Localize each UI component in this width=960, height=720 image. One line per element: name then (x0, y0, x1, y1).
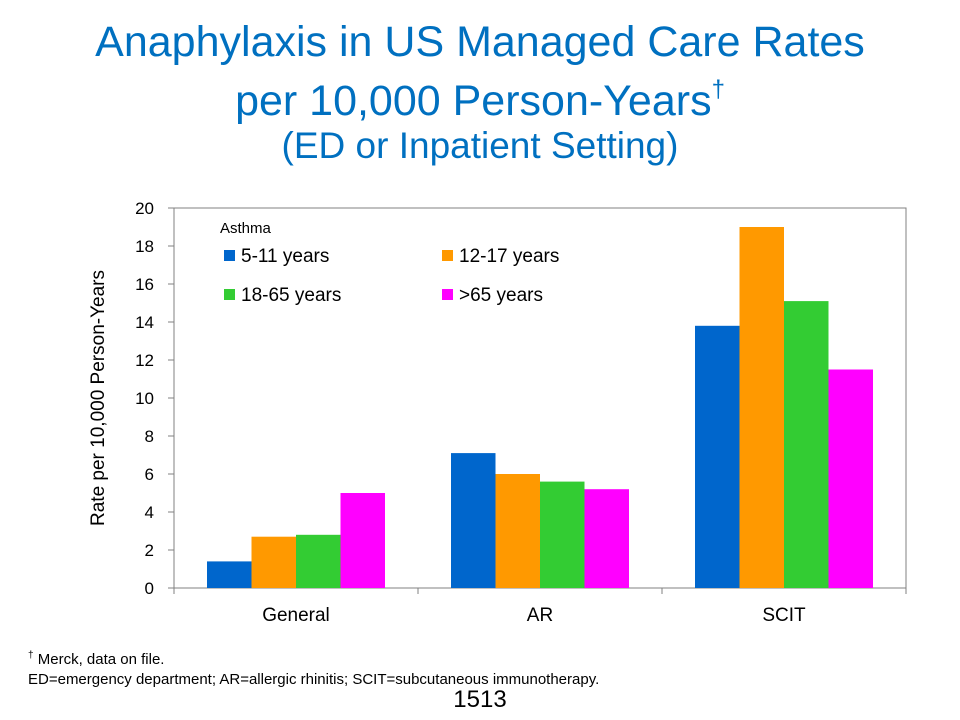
bar-ar-series-1 (451, 453, 496, 588)
y-tick-label: 16 (135, 275, 154, 294)
x-tick-label: AR (527, 605, 553, 626)
legend-label-2: 12-17 years (459, 246, 559, 267)
bar-general-series-3 (296, 534, 341, 588)
footnote-dagger: † (28, 650, 34, 661)
legend-title: Asthma (220, 220, 272, 237)
title-line-2-text: per 10,000 Person-Years (235, 77, 712, 125)
x-tick-label: SCIT (762, 605, 806, 626)
footnotes: † Merck, data on file. ED=emergency depa… (28, 646, 599, 690)
y-tick-label: 0 (145, 579, 154, 598)
y-tick-label: 8 (145, 427, 154, 446)
bar-general-series-2 (251, 536, 296, 588)
legend-label-1: 5-11 years (241, 246, 329, 267)
footnote-abbreviations: ED=emergency department; AR=allergic rhi… (28, 671, 600, 688)
legend-label-4: >65 years (459, 285, 543, 306)
y-tick-label: 20 (135, 199, 154, 218)
title-line-1: Anaphylaxis in US Managed Care Rates (95, 18, 865, 66)
legend-swatch-4 (442, 289, 453, 300)
bar-scit-series-2 (739, 227, 784, 588)
y-tick-label: 12 (135, 351, 154, 370)
y-tick-label: 4 (145, 503, 154, 522)
legend-label-3: 18-65 years (241, 285, 341, 306)
slide-title: Anaphylaxis in US Managed Care Rates per… (0, 18, 960, 167)
bar-scit-series-3 (784, 301, 829, 588)
bar-general-series-4 (340, 493, 385, 588)
footnote-source: † Merck, data on file. (28, 646, 599, 670)
y-axis-label: Rate per 10,000 Person-Years (88, 270, 109, 526)
y-tick-label: 10 (135, 389, 154, 408)
title-line-2: per 10,000 Person-Years† (0, 66, 960, 125)
legend-swatch-1 (224, 250, 235, 261)
legend-swatch-3 (224, 289, 235, 300)
title-dagger: † (711, 76, 725, 103)
y-tick-label: 6 (145, 465, 154, 484)
bar-ar-series-3 (540, 481, 585, 588)
y-tick-label: 2 (145, 541, 154, 560)
page-number: 1513 (453, 686, 507, 713)
bar-scit-series-4 (828, 369, 873, 588)
legend-swatch-2 (442, 250, 453, 261)
y-tick-label: 14 (135, 313, 154, 332)
y-tick-label: 18 (135, 237, 154, 256)
bar-general-series-1 (207, 561, 252, 588)
bar-ar-series-2 (495, 474, 540, 588)
x-tick-label: General (262, 605, 330, 626)
bar-scit-series-1 (695, 325, 740, 588)
bar-ar-series-4 (584, 489, 629, 588)
bar-chart: 0 2 4 6 8 10 12 14 16 18 20 Rate per 10,000 Person-… (88, 199, 907, 626)
title-line-3: (ED or Inpatient Setting) (281, 125, 679, 166)
footnote-source-text: Merck, data on file. (33, 651, 165, 668)
